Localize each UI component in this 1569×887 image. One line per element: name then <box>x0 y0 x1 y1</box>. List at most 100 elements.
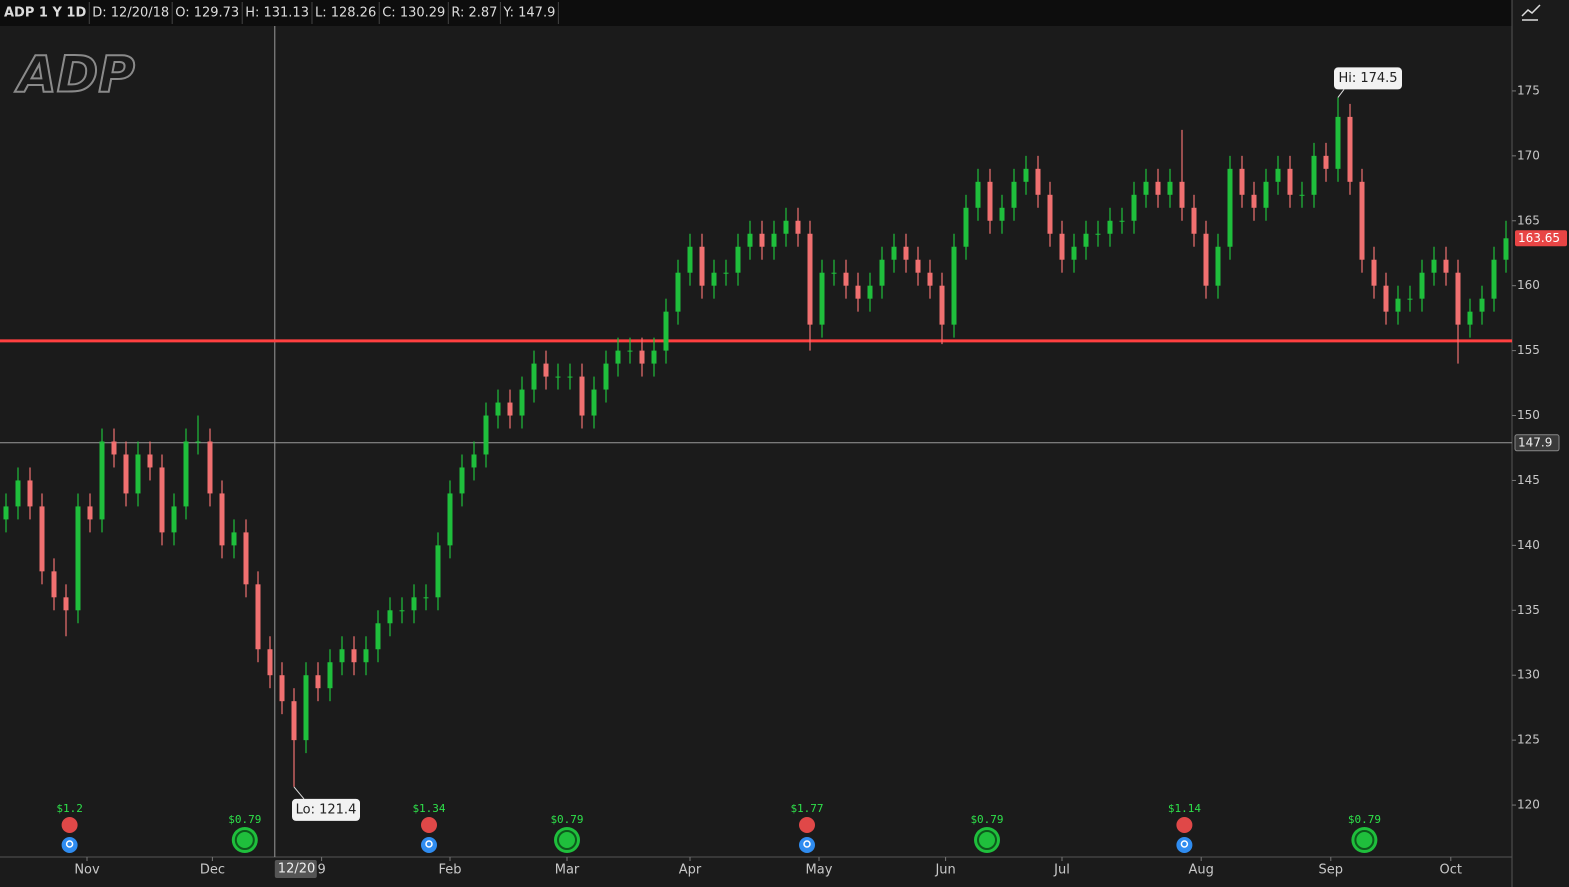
candle-body <box>423 597 429 599</box>
dividend-label: $0.79 <box>1348 813 1381 826</box>
candle-body <box>63 597 69 611</box>
x-tick-label: Mar <box>555 863 580 878</box>
dividend-icon-ring <box>557 830 577 850</box>
crosshair-x-box <box>274 860 317 878</box>
header-field: C: 130.29 <box>382 6 445 21</box>
x-tick-label: Apr <box>679 863 702 878</box>
candle-body <box>147 454 153 468</box>
info-icon-inner <box>1180 840 1189 848</box>
candle-body <box>351 649 357 663</box>
y-tick-label: 135 <box>1517 603 1540 617</box>
candle-body <box>195 441 201 443</box>
candle-body <box>15 480 21 507</box>
candle-body <box>435 545 441 598</box>
candle-body <box>219 493 225 546</box>
x-tick-label: Oct <box>1440 863 1462 878</box>
candle-body <box>1035 168 1041 195</box>
candle-body <box>951 246 957 325</box>
candle-body <box>987 181 993 221</box>
candle-body <box>1419 272 1425 299</box>
candle-body <box>1311 155 1317 195</box>
info-icon[interactable] <box>799 837 815 853</box>
lo-pointer <box>293 786 305 800</box>
crosshair-y-box <box>1514 434 1560 452</box>
earnings-icon[interactable] <box>1176 817 1193 833</box>
candle-body <box>1371 259 1377 286</box>
candle-body <box>1263 181 1269 208</box>
dividend-icon-ring <box>1354 830 1375 850</box>
candle-body <box>399 610 405 612</box>
header-field: H: 131.13 <box>245 6 309 21</box>
candle-body <box>1155 181 1161 195</box>
candle-body <box>87 506 93 520</box>
candle-body <box>1251 194 1257 208</box>
candle-body <box>591 389 597 416</box>
candle-body <box>903 246 909 260</box>
candle-body <box>27 480 33 507</box>
earnings-icon[interactable] <box>799 817 815 833</box>
chart-style-icon[interactable] <box>1521 4 1541 21</box>
x-tick-label: Nov <box>74 863 100 878</box>
candle-body <box>51 571 57 598</box>
lo-box <box>292 798 360 821</box>
candle-body <box>567 376 573 378</box>
candle-body <box>507 402 513 416</box>
info-icon-inner <box>65 840 74 848</box>
earnings-icon[interactable] <box>421 817 437 833</box>
candle-body <box>1287 168 1293 195</box>
crosshair-y-label: 147.9 <box>1518 435 1552 449</box>
earnings-label: $1.34 <box>412 802 445 815</box>
candle-body <box>999 207 1005 221</box>
candle-body <box>1383 285 1389 312</box>
y-tick-label: 140 <box>1517 538 1540 552</box>
candle-body <box>807 233 813 325</box>
crosshair-x-label: 12/20 <box>278 862 315 877</box>
info-icon[interactable] <box>1176 837 1193 853</box>
y-tick-label: 145 <box>1517 473 1540 487</box>
candle-body <box>111 441 117 455</box>
candle-body <box>75 506 81 611</box>
candle-body <box>843 272 849 286</box>
earnings-icon[interactable] <box>61 817 78 833</box>
candle-body <box>603 363 609 390</box>
info-icon[interactable] <box>61 837 78 853</box>
lo-label: Lo: 121.4 <box>296 802 357 817</box>
candle-body <box>1215 246 1221 286</box>
y-tick-label: 120 <box>1517 798 1540 812</box>
candle-body <box>483 415 489 455</box>
candle-body <box>771 233 777 247</box>
candle-body <box>879 259 885 286</box>
candle-body <box>1491 259 1497 299</box>
candle-body <box>627 350 633 352</box>
candle-body <box>1023 168 1029 182</box>
dividend-icon-ring <box>977 830 997 850</box>
candle-body <box>327 662 333 689</box>
candle-body <box>279 675 285 702</box>
candle-body <box>975 181 981 208</box>
candle-body <box>1059 233 1065 260</box>
y-tick-label: 155 <box>1517 343 1540 357</box>
candle-body <box>1503 238 1509 260</box>
candle-body <box>1131 194 1137 221</box>
dividend-label: $0.79 <box>970 813 1003 826</box>
candle-body <box>555 376 561 378</box>
header-field: L: 128.26 <box>315 6 376 21</box>
candle-body <box>267 649 273 676</box>
earnings-label: $1.77 <box>790 802 823 815</box>
candle-body <box>663 311 669 351</box>
candle-body <box>1335 116 1341 169</box>
candle-body <box>795 220 801 234</box>
header-field: Y: 147.9 <box>502 6 555 21</box>
header-bar <box>0 0 1512 26</box>
last-price-label: 163.65 <box>1518 231 1560 245</box>
x-tick-label: 9 <box>317 863 325 878</box>
candle-body <box>1431 259 1437 273</box>
candle-body <box>1359 181 1365 260</box>
info-icon[interactable] <box>421 837 437 853</box>
y-tick-label: 150 <box>1517 408 1540 422</box>
candle-body <box>891 246 897 260</box>
candle-body <box>411 597 417 611</box>
candle-body <box>1323 155 1329 169</box>
